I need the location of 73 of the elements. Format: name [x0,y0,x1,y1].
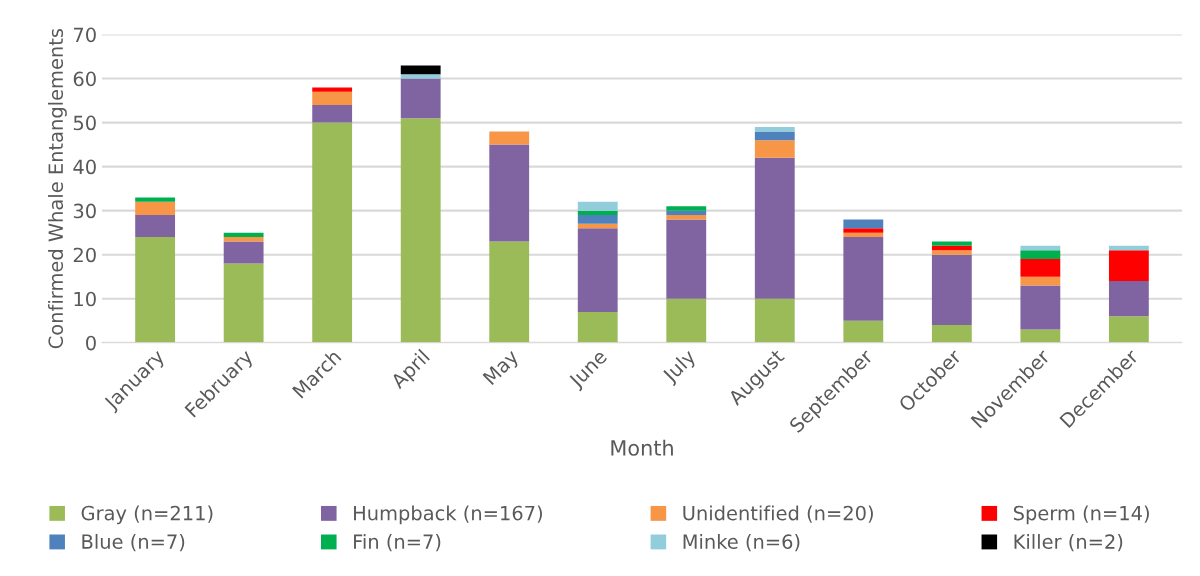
legend-label: Humpback (n=167) [354,505,542,525]
bar [223,241,264,264]
legend-label: Minke (n=6) [683,533,800,552]
bar [843,237,884,321]
y-tick-label: 20 [73,247,96,263]
legend-label: Killer (n=2) [1014,533,1123,552]
bar [223,237,264,242]
legend-label: Fin (n=7) [354,533,441,552]
bar [400,74,441,79]
bar [931,250,972,255]
bar [1108,281,1149,317]
bar [577,311,618,343]
bar [577,201,618,211]
bar [1020,329,1061,343]
bar [931,245,972,251]
bar [135,201,176,216]
x-axis-title: Month [611,439,673,456]
y-tick-label: 10 [74,291,96,307]
bar [666,210,707,216]
y-tick-label: 30 [73,203,96,219]
bar [931,241,972,246]
bar [135,197,176,202]
bar [577,223,618,229]
bar [843,219,884,229]
bar [1020,276,1061,286]
bar [312,87,353,92]
y-tick-label: 50 [73,115,96,131]
legend-label: Unidentified (n=20) [683,505,873,523]
bar [843,320,884,343]
bar [754,131,795,141]
bar [1108,250,1149,282]
bar [931,254,972,326]
bar [135,237,176,343]
bar [1020,250,1061,260]
bar [489,144,530,242]
bar [1108,245,1149,251]
bar [1020,285,1061,330]
bar [577,215,618,224]
y-tick-label: 60 [73,71,96,87]
bar [400,65,441,75]
bar [400,118,441,343]
y-tick-label: 0 [86,335,96,351]
bar [843,228,884,233]
legend-label: Blue (n=7) [82,533,185,552]
y-tick-label: 70 [73,27,96,43]
bar [1020,259,1061,277]
bar [1020,245,1061,251]
bar [1108,316,1149,343]
bar [577,228,618,312]
y-axis-title: Confirmed Whale Entanglements [48,28,67,349]
bar [489,131,530,145]
bar [666,219,707,299]
bar [754,157,795,299]
bar [312,122,353,343]
bar [312,91,353,105]
bar [400,78,441,119]
bar [312,105,353,123]
bar [754,298,795,343]
bar [223,263,264,343]
legend-label: Gray (n=211) [81,505,213,525]
bar [577,210,618,216]
bar [223,232,264,238]
bar [489,241,530,343]
bar [666,215,707,220]
bar [931,325,972,343]
bar [843,232,884,238]
bar [666,206,707,211]
bar [754,127,795,132]
bar [135,215,176,238]
y-tick-label: 40 [73,159,96,175]
bar [754,140,795,158]
legend-label: Sperm (n=14) [1013,505,1149,525]
bar [666,298,707,343]
